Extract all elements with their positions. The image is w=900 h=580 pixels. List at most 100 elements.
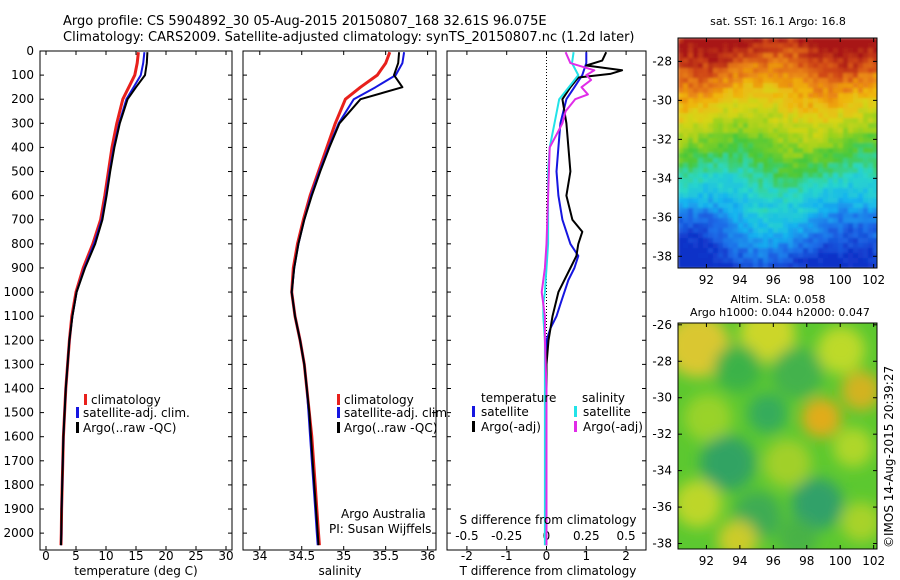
sst-cell <box>813 53 819 59</box>
sst-cell <box>728 143 734 149</box>
sst-cell <box>708 88 714 94</box>
legend-label-climatology: climatology <box>91 393 161 407</box>
sst-cell <box>823 93 829 99</box>
sst-cell <box>718 138 724 144</box>
legend-swatch-satellite <box>76 407 79 418</box>
sst-cell <box>768 128 774 134</box>
sst-cell <box>738 228 744 234</box>
sst-cell <box>758 208 764 214</box>
sst-cell <box>873 48 877 54</box>
sst-cell <box>773 73 779 79</box>
sst-cell <box>828 203 834 209</box>
sst-cell <box>743 153 749 159</box>
sst-cell <box>768 188 774 194</box>
sst-cell <box>738 233 744 239</box>
sst-cell <box>683 68 689 74</box>
legend-label-s-argo: Argo(-adj) <box>583 420 643 434</box>
sst-cell <box>838 118 844 124</box>
sst-cell <box>748 228 754 234</box>
sst-cell <box>843 158 849 164</box>
sst-cell <box>773 248 779 254</box>
sst-cell <box>843 163 849 169</box>
sst-cell <box>838 203 844 209</box>
sst-cell <box>733 178 739 184</box>
sst-cell <box>793 108 799 114</box>
sst-cell <box>763 83 769 89</box>
sst-cell <box>733 163 739 169</box>
sst-cell <box>778 113 784 119</box>
sst-cell <box>773 98 779 104</box>
sst-cell <box>738 98 744 104</box>
sst-cell <box>698 148 704 154</box>
sst-cell <box>803 178 809 184</box>
sst-cell <box>768 43 774 49</box>
sst-cell <box>863 238 869 244</box>
sst-cell <box>688 253 694 259</box>
sst-cell <box>813 158 819 164</box>
sst-cell <box>798 223 804 229</box>
sla-map-lon-tick-label: 92 <box>699 554 714 568</box>
sst-cell <box>813 148 819 154</box>
sst-cell <box>738 163 744 169</box>
sst-cell <box>798 88 804 94</box>
sst-cell <box>738 188 744 194</box>
sst-cell <box>793 233 799 239</box>
sst-cell <box>828 98 834 104</box>
sst-cell <box>848 118 854 124</box>
depth-tick-label: 200 <box>11 92 34 106</box>
sst-cell <box>788 223 794 229</box>
sst-cell <box>818 158 824 164</box>
sst-cell <box>853 98 859 104</box>
legend-swatch-t-argo <box>472 421 475 432</box>
credit-line2: PI: Susan Wijffels <box>329 522 431 536</box>
sst-cell <box>843 168 849 174</box>
sst-cell <box>768 78 774 84</box>
sst-cell <box>873 263 877 268</box>
sst-cell <box>688 53 694 59</box>
sst-cell <box>823 128 829 134</box>
sst-cell <box>793 208 799 214</box>
sst-cell <box>758 68 764 74</box>
sst-cell <box>793 218 799 224</box>
sst-cell <box>708 148 714 154</box>
sst-cell <box>763 133 769 139</box>
sst-cell <box>703 63 709 69</box>
sst-cell <box>813 178 819 184</box>
sst-cell <box>693 78 699 84</box>
sst-cell <box>733 223 739 229</box>
sst-map-lat-tick-label: -32 <box>652 132 672 146</box>
sst-cell <box>823 228 829 234</box>
sst-cell <box>688 58 694 64</box>
sst-cell <box>713 128 719 134</box>
depth-tick-label: 700 <box>11 213 34 227</box>
sst-cell <box>683 118 689 124</box>
sst-cell <box>798 43 804 49</box>
sst-cell <box>698 263 704 268</box>
sst-cell <box>798 73 804 79</box>
sst-cell <box>713 153 719 159</box>
sst-cell <box>808 198 814 204</box>
sst-cell <box>833 258 839 264</box>
sst-cell <box>873 123 877 129</box>
sst-cell <box>733 63 739 69</box>
sst-cell <box>683 43 689 49</box>
sst-cell <box>798 208 804 214</box>
sst-cell <box>823 48 829 54</box>
sst-cell <box>848 133 854 139</box>
sst-cell <box>723 68 729 74</box>
sst-cell <box>748 48 754 54</box>
sst-cell <box>808 43 814 49</box>
sst-cell <box>808 163 814 169</box>
sst-cell <box>733 128 739 134</box>
sst-cell <box>678 218 684 224</box>
sst-cell <box>678 88 684 94</box>
sst-cell <box>828 143 834 149</box>
sst-cell <box>803 148 809 154</box>
sst-cell <box>743 48 749 54</box>
sst-cell <box>763 38 769 44</box>
sst-cell <box>773 63 779 69</box>
sst-cell <box>863 88 869 94</box>
sst-cell <box>768 113 774 119</box>
sst-cell <box>858 43 864 49</box>
legend-swatch-climatology <box>84 394 87 405</box>
